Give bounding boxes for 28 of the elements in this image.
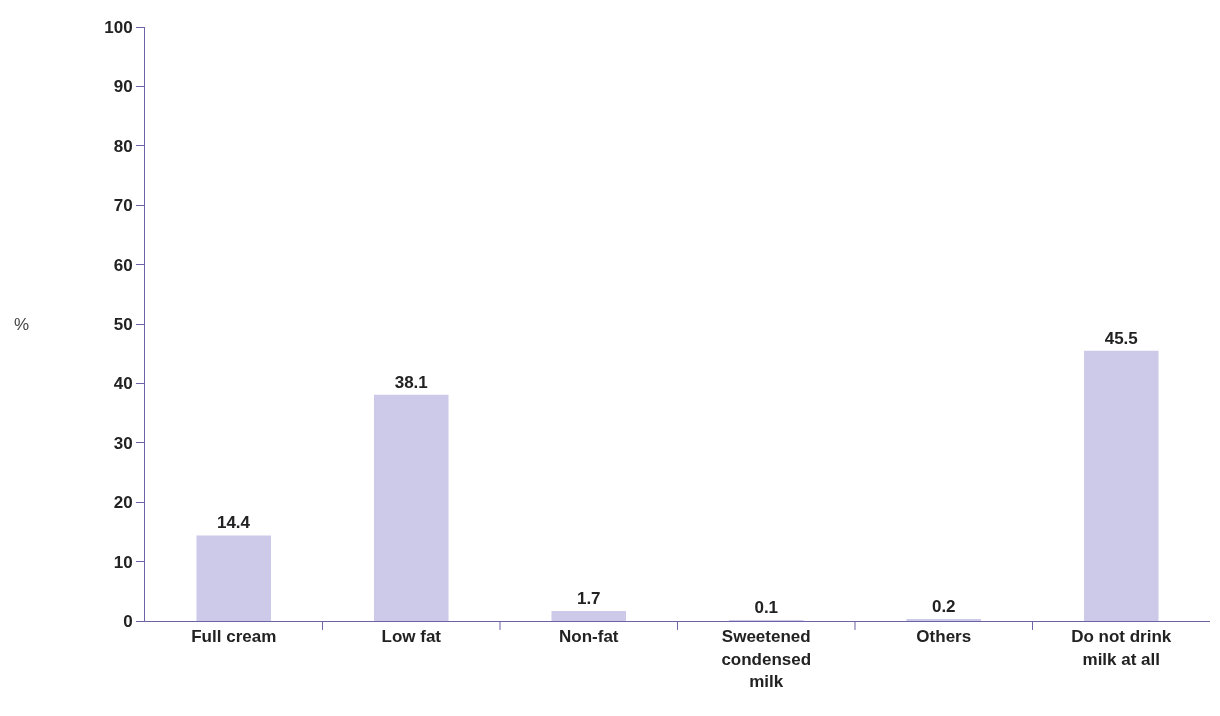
x-tick-label: Do not drink milk at all: [1071, 627, 1172, 669]
y-tick-label: 40: [113, 374, 133, 394]
x-tick-label: Sweetened condensed milk: [721, 627, 812, 691]
y-tick-label: 20: [113, 493, 133, 513]
y-tick-label: 100: [104, 17, 133, 37]
data-label: 45.5: [1104, 328, 1138, 348]
y-tick-label: 30: [113, 433, 133, 453]
bar: [1083, 350, 1159, 621]
bar: [373, 394, 449, 621]
y-tick-label: 90: [113, 77, 133, 97]
x-tick-label: Non-fat: [559, 627, 619, 647]
data-label: 0.1: [754, 598, 779, 617]
x-tick-label: Others: [916, 627, 972, 647]
y-tick-label: 10: [113, 552, 133, 572]
data-label: 38.1: [394, 372, 428, 392]
x-tick-label: Low fat: [381, 627, 442, 647]
data-label: 0.2: [931, 597, 956, 616]
y-axis-title: %: [14, 315, 30, 334]
y-tick-label: 80: [113, 136, 133, 156]
bar: [551, 610, 627, 621]
y-tick-label: 50: [113, 314, 133, 334]
bar: [196, 535, 272, 621]
data-label: 14.4: [216, 513, 251, 533]
y-tick-label: 60: [113, 255, 133, 275]
y-tick-label: 0: [123, 611, 133, 631]
y-tick-label: 70: [113, 196, 133, 216]
data-label: 1.7: [576, 588, 601, 608]
x-tick-label: Full cream: [191, 627, 277, 647]
